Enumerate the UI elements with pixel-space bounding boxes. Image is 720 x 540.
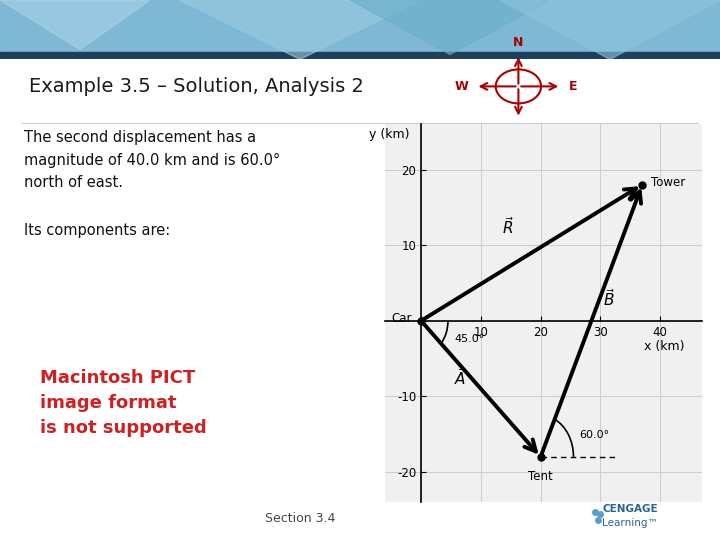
Polygon shape	[180, 0, 420, 59]
Text: $\vec{B}$: $\vec{B}$	[603, 288, 616, 309]
Text: Car: Car	[392, 312, 412, 325]
Text: $\vec{R}$: $\vec{R}$	[502, 216, 514, 237]
Text: Tent: Tent	[528, 470, 553, 483]
Text: CENGAGE: CENGAGE	[602, 504, 658, 514]
Text: Macintosh PICT
image format
is not supported: Macintosh PICT image format is not suppo…	[40, 369, 207, 437]
Text: x (km): x (km)	[644, 340, 684, 353]
Polygon shape	[0, 0, 150, 50]
Text: y (km): y (km)	[369, 128, 409, 141]
Text: Its components are:: Its components are:	[24, 223, 171, 238]
Text: W: W	[454, 80, 468, 93]
Bar	[0, 52, 720, 59]
Text: 45.0°: 45.0°	[454, 334, 484, 344]
Text: N: N	[513, 36, 523, 49]
Text: Learning™: Learning™	[602, 518, 658, 528]
Text: Example 3.5 – Solution, Analysis 2: Example 3.5 – Solution, Analysis 2	[29, 77, 364, 96]
Text: 60.0°: 60.0°	[580, 430, 610, 440]
Text: Section 3.4: Section 3.4	[265, 511, 336, 525]
Text: S: S	[514, 124, 523, 137]
Text: $\vec{A}$: $\vec{A}$	[454, 367, 467, 388]
Text: The second displacement has a
magnitude of 40.0 km and is 60.0°
north of east.: The second displacement has a magnitude …	[24, 131, 281, 190]
Text: Tower: Tower	[651, 176, 685, 189]
Polygon shape	[350, 0, 550, 55]
Polygon shape	[500, 0, 720, 59]
Text: E: E	[569, 80, 577, 93]
